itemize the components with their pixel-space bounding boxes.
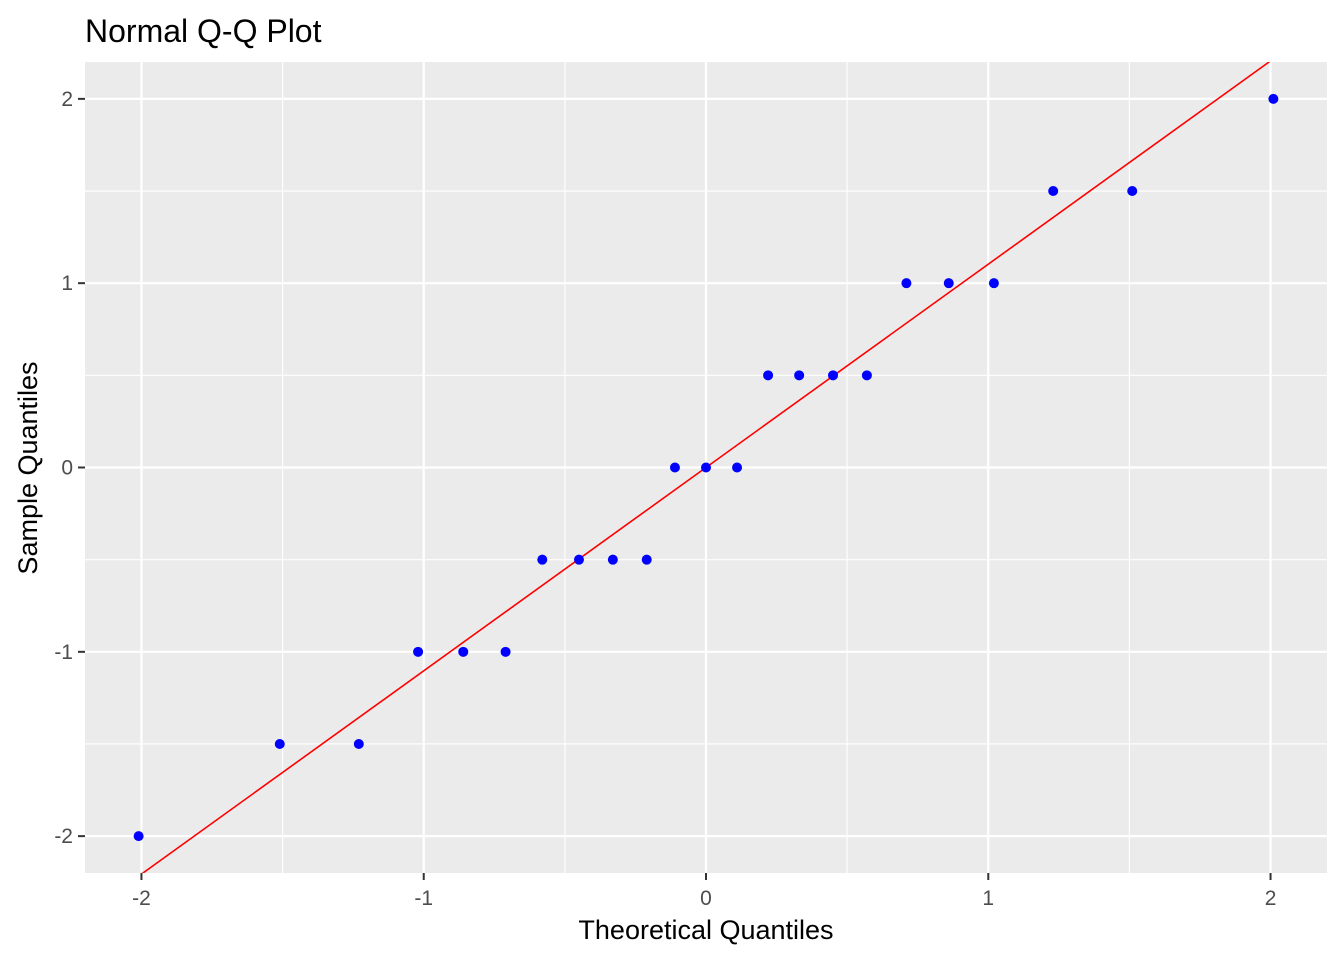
data-point xyxy=(1048,186,1059,197)
data-point xyxy=(943,278,954,289)
data-point xyxy=(794,370,805,381)
data-point xyxy=(500,646,511,657)
x-tick-label: -1 xyxy=(414,887,433,910)
data-point xyxy=(607,554,618,565)
chart-title: Normal Q-Q Plot xyxy=(85,13,322,49)
data-point xyxy=(353,738,364,749)
x-tick-label: 0 xyxy=(700,887,712,910)
data-point xyxy=(901,278,912,289)
x-axis-title: Theoretical Quantiles xyxy=(578,915,833,945)
x-tick-labels: -2 -1 0 1 2 xyxy=(132,887,1276,910)
y-tick-label: 0 xyxy=(61,457,73,480)
data-point xyxy=(133,831,144,842)
data-point xyxy=(458,646,469,657)
data-point xyxy=(1127,186,1138,197)
data-point xyxy=(732,462,743,473)
y-tick-label: -1 xyxy=(54,641,73,664)
data-point xyxy=(537,554,548,565)
y-tick-label: -2 xyxy=(54,825,73,848)
y-tick-label: 1 xyxy=(61,272,73,295)
data-point xyxy=(573,554,584,565)
data-point xyxy=(701,462,711,473)
x-tick-label: 1 xyxy=(982,887,994,910)
data-point xyxy=(413,646,424,657)
data-point xyxy=(1268,93,1279,104)
data-points xyxy=(133,93,1279,842)
x-tick-label: 2 xyxy=(1265,887,1277,910)
data-point xyxy=(828,370,839,381)
data-point xyxy=(669,462,680,473)
data-point xyxy=(861,370,872,381)
data-point xyxy=(763,370,774,381)
y-tick-label: 2 xyxy=(61,88,73,111)
x-tick-label: -2 xyxy=(132,887,151,910)
data-point xyxy=(988,278,999,289)
y-tick-labels: -2 -1 0 1 2 xyxy=(54,88,73,848)
tick-marks xyxy=(78,97,1272,880)
data-point xyxy=(641,554,652,565)
data-point xyxy=(274,738,285,749)
y-axis-title: Sample Quantiles xyxy=(13,361,43,574)
